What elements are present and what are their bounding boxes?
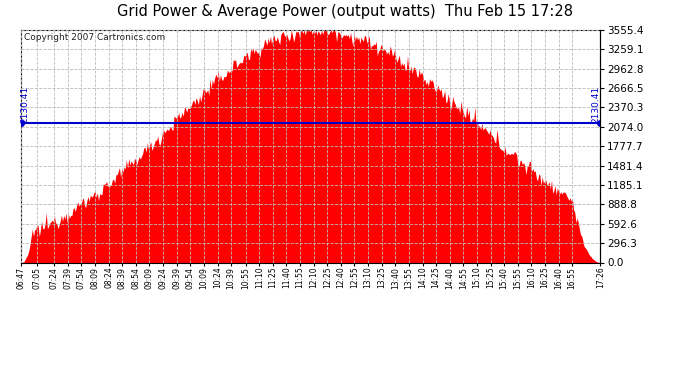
Text: 2130.41: 2130.41	[21, 86, 30, 123]
Text: Grid Power & Average Power (output watts)  Thu Feb 15 17:28: Grid Power & Average Power (output watts…	[117, 4, 573, 19]
Text: 2130.41: 2130.41	[591, 86, 600, 123]
Text: Copyright 2007 Cartronics.com: Copyright 2007 Cartronics.com	[23, 33, 165, 42]
